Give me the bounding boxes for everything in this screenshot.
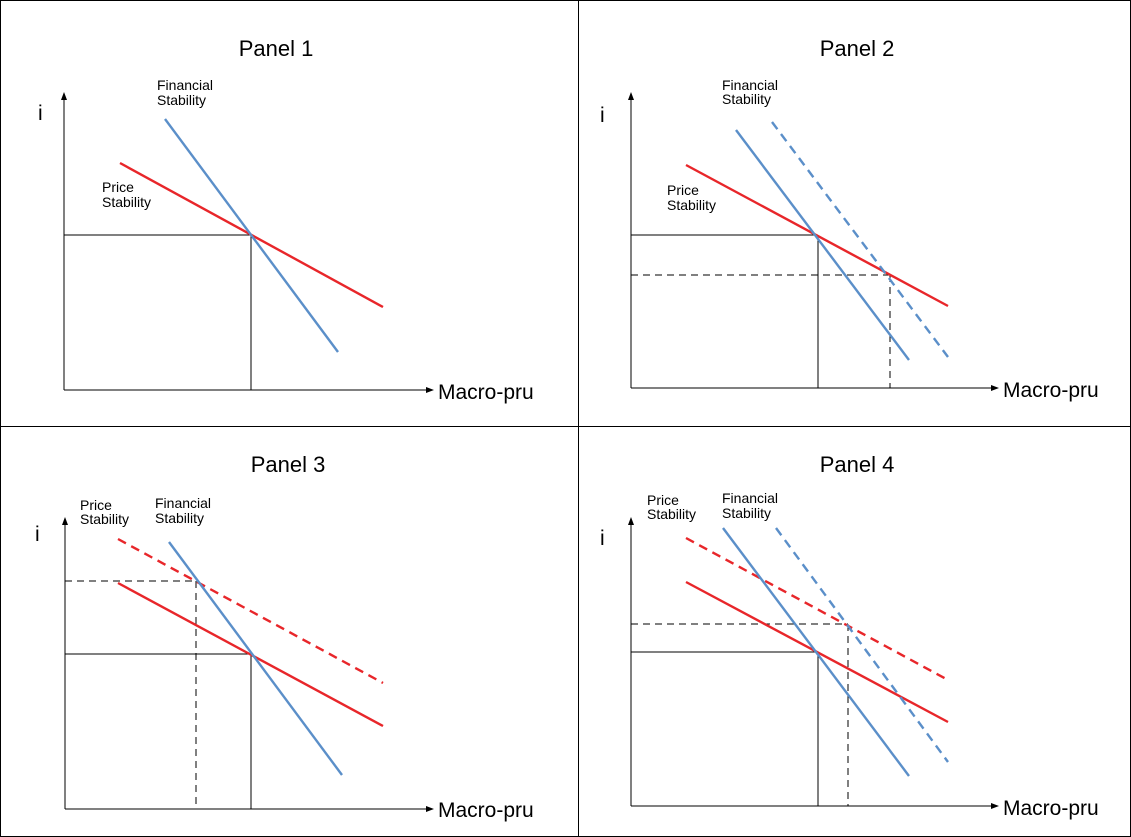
financial-stability-shifted-curve: [771, 121, 949, 358]
y-axis-label: i: [600, 527, 605, 550]
panel-title: Panel 1: [239, 36, 314, 61]
y-axis-arrow-icon: [61, 92, 67, 100]
panel-title: Panel 2: [820, 36, 895, 61]
price-stability-label: Price Stability: [102, 179, 151, 210]
x-axis-label: Macro-pru: [1003, 797, 1099, 820]
financial-stability-label: Financial Stability: [722, 77, 782, 107]
y-axis-arrow-icon: [628, 517, 634, 525]
price-stability-curve: [685, 163, 949, 308]
x-axis-label: Macro-pru: [1003, 379, 1099, 402]
financial-stability-curve: [168, 541, 343, 776]
financial-stability-curve: [735, 129, 910, 361]
financial-stability-curve: [164, 118, 339, 353]
panel-title: Panel 3: [251, 452, 326, 477]
price-stability-label: Price Stability: [647, 492, 696, 522]
axes: [628, 92, 999, 391]
x-axis-arrow-icon: [426, 806, 434, 812]
price-stability-label: Price Stability: [80, 497, 129, 527]
panel-3: Panel 3 i Macro-pru Price Stability Fina…: [35, 452, 534, 822]
panel-2: Panel 2 i Macro-pru Financial Stability …: [600, 36, 1099, 402]
panel-1: Panel 1 i Macro-pru Financial Stability …: [38, 36, 534, 404]
x-axis-arrow-icon: [991, 385, 999, 391]
x-axis-label: Macro-pru: [438, 381, 534, 404]
x-axis-arrow-icon: [426, 387, 434, 393]
price-stability-curve: [117, 581, 384, 728]
price-stability-shifted-curve: [685, 536, 949, 682]
y-axis-arrow-icon: [628, 92, 634, 100]
y-axis-arrow-icon: [62, 517, 68, 525]
y-axis-label: i: [600, 104, 605, 127]
axes: [62, 517, 434, 812]
x-axis-arrow-icon: [991, 803, 999, 809]
panel-title: Panel 4: [820, 452, 895, 477]
y-axis-label: i: [35, 523, 40, 546]
financial-stability-curve: [722, 527, 910, 777]
axes: [628, 517, 999, 809]
axes: [61, 92, 434, 393]
panel-4: Panel 4 i Macro-pru Price Stability Fina…: [600, 452, 1099, 820]
financial-stability-label: Financial Stability: [722, 490, 782, 521]
financial-stability-shifted-curve: [775, 527, 949, 763]
financial-stability-label: Financial Stability: [157, 77, 217, 108]
x-axis-label: Macro-pru: [438, 799, 534, 822]
price-stability-label: Price Stability: [667, 182, 716, 213]
y-axis-label: i: [38, 102, 43, 125]
financial-stability-label: Financial Stability: [155, 495, 215, 526]
price-stability-shifted-curve: [117, 537, 384, 685]
